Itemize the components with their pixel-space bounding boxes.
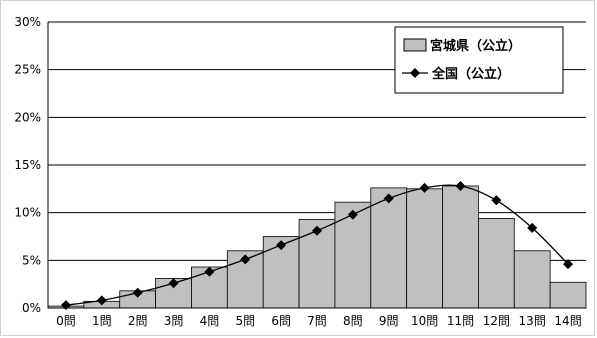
x-tick-label: 6問 <box>271 314 291 328</box>
line-marker <box>383 193 394 204</box>
line-marker <box>204 266 215 277</box>
axes: 0% 5% 10% 15% 20% 25% 30% 0問 1問 2問 3問 4問 5問 6問 7問 8問 9問 1… <box>14 15 586 328</box>
x-tick-label: 9問 <box>379 314 399 328</box>
legend-bar-label: 宮城県（公立） <box>430 38 521 54</box>
y-tick-label: 5% <box>22 253 41 267</box>
legend-bar-swatch <box>403 38 427 52</box>
x-tick-label: 1問 <box>92 314 112 328</box>
x-tick-label: 10問 <box>411 314 438 328</box>
x-tick-label: 11問 <box>447 314 474 328</box>
line-marker <box>132 287 143 298</box>
line-marker <box>60 300 71 311</box>
line-marker <box>491 195 502 206</box>
x-tick-label: 7問 <box>307 314 327 328</box>
y-tick-label: 10% <box>14 206 41 220</box>
line-marker <box>276 240 287 251</box>
line-marker <box>240 254 251 265</box>
x-tick-label: 8問 <box>343 314 363 328</box>
y-tick-label: 30% <box>14 15 41 29</box>
y-tick-label: 15% <box>14 158 41 172</box>
line-series <box>60 180 574 311</box>
legend: 宮城県（公立） 全国（公立） <box>394 26 564 94</box>
bar <box>549 281 587 309</box>
y-tick-label: 0% <box>22 301 41 315</box>
bar-series <box>47 185 587 309</box>
bar <box>262 236 300 309</box>
x-tick-label: 4問 <box>200 314 220 328</box>
legend-box <box>394 26 564 94</box>
line-marker <box>312 225 322 236</box>
x-tick-label: 3問 <box>164 314 184 328</box>
bar <box>477 217 515 309</box>
x-tick-label: 5問 <box>235 314 255 328</box>
x-tick-label: 2問 <box>128 314 148 328</box>
legend-line-marker <box>410 68 420 78</box>
x-tick-label: 12問 <box>483 314 510 328</box>
line-marker <box>527 222 538 233</box>
x-tick-label: 0問 <box>56 314 76 328</box>
bar <box>442 185 479 309</box>
y-tick-label: 20% <box>14 110 41 124</box>
line-marker <box>347 209 358 220</box>
line-marker <box>563 259 574 270</box>
line-marker <box>419 182 430 193</box>
x-tick-label: 14問 <box>554 314 581 328</box>
bar <box>406 188 443 309</box>
bar <box>370 187 408 309</box>
y-tick-label: 25% <box>14 63 41 77</box>
line-marker <box>455 180 466 191</box>
legend-line-label: 全国（公立） <box>431 66 510 82</box>
bar <box>513 250 551 309</box>
x-tick-label: 13問 <box>519 314 546 328</box>
line-marker <box>168 278 179 289</box>
line-marker <box>96 295 107 306</box>
